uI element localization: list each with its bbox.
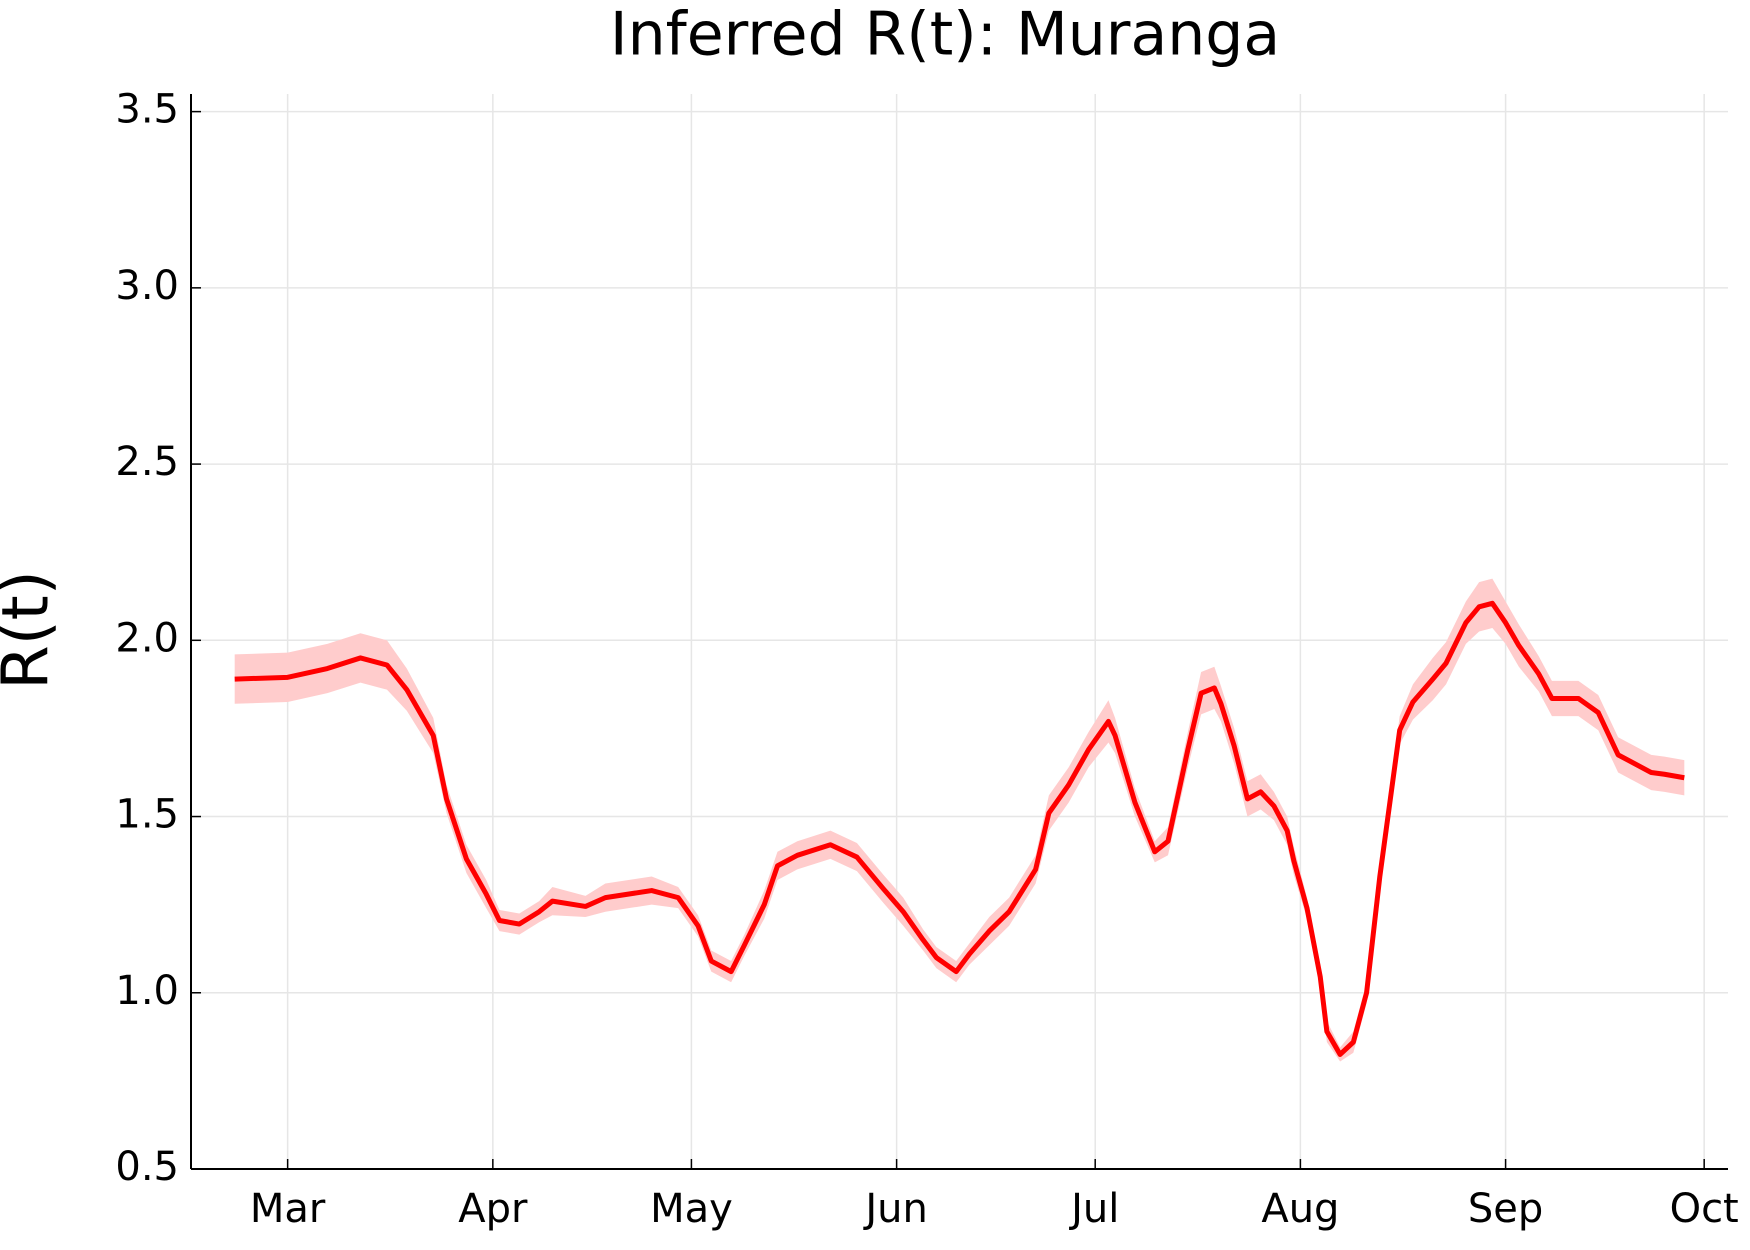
chart-title: Inferred R(t): Muranga	[610, 0, 1280, 70]
y-tick-label: 1.5	[115, 792, 179, 838]
x-tick-label: Sep	[1468, 1186, 1543, 1232]
x-tick-label: Jul	[1068, 1186, 1119, 1232]
x-tick-label: Aug	[1261, 1186, 1339, 1232]
y-tick-label: 1.0	[115, 968, 179, 1014]
y-tick-label: 2.0	[115, 615, 179, 661]
y-tick-label: 3.0	[115, 263, 179, 309]
y-axis-label: R(t)	[0, 570, 64, 690]
x-tick-label: May	[650, 1186, 733, 1232]
y-tick-label: 0.5	[115, 1144, 179, 1190]
x-tick-label: Oct	[1670, 1186, 1739, 1232]
y-tick-label: 2.5	[115, 439, 179, 485]
y-tick-label: 3.5	[115, 87, 179, 133]
line	[234, 600, 1685, 1057]
x-tick-label: Jun	[862, 1186, 928, 1232]
x-tick-label: Mar	[250, 1186, 326, 1232]
x-tick-label: Apr	[458, 1186, 528, 1232]
